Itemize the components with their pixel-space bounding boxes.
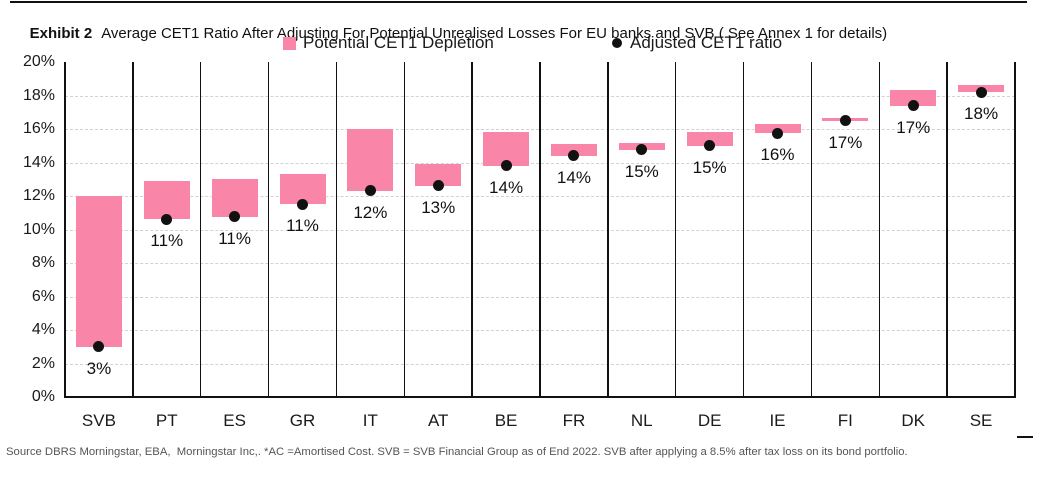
- value-label-DK: 17%: [896, 117, 931, 137]
- column-separator: [810, 62, 813, 397]
- dot-IE: [772, 127, 783, 139]
- bar-IT: [347, 129, 394, 191]
- corner-dash: [1017, 436, 1033, 438]
- bar-AT: [415, 164, 462, 186]
- column-separator: [64, 62, 66, 397]
- y-tick-label: 18%: [22, 86, 55, 104]
- column-separator: [946, 62, 948, 397]
- legend-label: Adjusted CET1 ratio: [630, 33, 783, 52]
- x-tick-SE: SE: [969, 411, 993, 430]
- x-tick-SVB: SVB: [81, 411, 116, 430]
- dot-BE: [500, 160, 512, 172]
- y-tick-label: 6%: [31, 287, 55, 305]
- chart-title: Exhibit 2 Average CET1 Ratio After Adjust…: [13, 8, 888, 59]
- value-label-IE: 16%: [760, 145, 795, 165]
- x-tick-ES: ES: [223, 411, 246, 430]
- pink-square-icon: [283, 36, 296, 50]
- bar-ES: [211, 179, 258, 217]
- y-tick-label: 20%: [22, 53, 55, 70]
- value-label-ES: 11%: [218, 228, 251, 248]
- dot-DE: [704, 140, 716, 152]
- x-tick-FR: FR: [562, 411, 586, 430]
- dot-FR: [568, 150, 580, 162]
- column-separator: [674, 62, 677, 397]
- value-label-GR: 11%: [286, 216, 319, 236]
- x-tick-DK: DK: [901, 411, 926, 430]
- y-tick-label: 14%: [22, 153, 55, 171]
- dot-PT: [161, 213, 173, 225]
- value-label-SVB: 3%: [86, 358, 112, 378]
- x-tick-FI: FI: [837, 411, 853, 430]
- bar-SVB: [75, 196, 122, 347]
- legend-item-adjusted: Adjusted CET1 ratio: [612, 33, 782, 53]
- column-separator: [1014, 62, 1016, 397]
- bar-PT: [143, 180, 190, 220]
- column-separator: [607, 62, 609, 397]
- bar-FR: [550, 144, 597, 156]
- value-label-BE: 14%: [489, 177, 524, 197]
- column-separator: [132, 62, 134, 397]
- value-label-PT: 11%: [150, 231, 184, 251]
- dot-SVB: [93, 341, 105, 353]
- column-separator: [742, 62, 745, 397]
- value-label-FI: 17%: [828, 132, 863, 152]
- exhibit-label: Exhibit 2: [29, 25, 93, 42]
- dot-IT: [364, 185, 376, 197]
- value-label-DE: 15%: [692, 157, 727, 177]
- column-separator: [403, 62, 406, 397]
- column-separator: [539, 62, 541, 397]
- top-rule: [10, 1, 1027, 3]
- bar-DK: [890, 90, 937, 106]
- x-tick-DE: DE: [697, 411, 722, 430]
- x-tick-AT: AT: [427, 411, 449, 430]
- column-separator: [199, 62, 202, 397]
- source-note: Source DBRS Morningstar, EBA, Morningsta…: [6, 446, 908, 458]
- x-axis-line: [64, 396, 1016, 398]
- y-tick-label: 0%: [31, 388, 55, 405]
- legend-label: Potential CET1 Depletion: [303, 33, 494, 52]
- x-tick-IE: IE: [769, 411, 786, 430]
- x-tick-PT: PT: [155, 411, 178, 430]
- dot-DK: [907, 100, 919, 112]
- legend-item-depletion: Potential CET1 Depletion: [283, 33, 494, 53]
- bar-DE: [686, 131, 733, 146]
- black-dot-icon: [612, 38, 622, 48]
- x-tick-NL: NL: [630, 411, 653, 430]
- value-label-FR: 14%: [556, 167, 591, 187]
- value-label-IT: 12%: [353, 202, 388, 222]
- dot-NL: [636, 144, 648, 156]
- column-separator: [335, 62, 338, 397]
- dot-FI: [839, 115, 851, 127]
- y-tick-label: 2%: [31, 354, 55, 372]
- y-tick-label: 4%: [31, 321, 55, 338]
- column-separator: [878, 62, 881, 397]
- value-label-AT: 13%: [421, 197, 456, 217]
- y-tick-label: 10%: [22, 220, 55, 238]
- column-separator: [267, 62, 270, 397]
- column-separator: [471, 62, 473, 397]
- x-tick-GR: GR: [289, 411, 316, 430]
- value-label-SE: 18%: [964, 104, 999, 124]
- x-tick-IT: IT: [362, 411, 378, 430]
- x-tick-BE: BE: [494, 411, 518, 430]
- value-label-NL: 15%: [624, 161, 659, 181]
- y-tick-label: 16%: [22, 120, 55, 137]
- title-text: Average CET1 Ratio After Adjusting For P…: [101, 25, 888, 42]
- y-tick-label: 8%: [31, 254, 55, 271]
- dot-SE: [975, 86, 987, 98]
- dot-ES: [229, 211, 241, 223]
- dot-GR: [297, 198, 308, 210]
- dot-AT: [432, 180, 444, 192]
- bar-BE: [483, 132, 530, 166]
- y-tick-label: 12%: [22, 187, 55, 204]
